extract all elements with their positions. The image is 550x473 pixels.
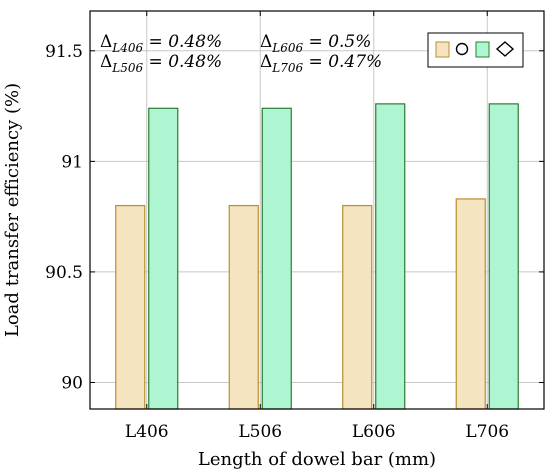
bar-series-2-L706	[488, 103, 519, 410]
legend	[427, 32, 524, 68]
delta-annotation: ΔL506 = 0.48%	[100, 52, 222, 75]
plot-frame	[89, 10, 545, 410]
x-tick-label: L706	[465, 422, 509, 442]
bar-series-2-L506	[261, 107, 292, 410]
y-tick-label: 90.5	[45, 263, 83, 283]
delta-annotation: ΔL606 = 0.5%	[260, 32, 371, 55]
y-tick-label: 91	[61, 152, 83, 172]
bar-series-1-L506	[228, 204, 259, 410]
bars	[115, 103, 519, 410]
delta-annotation: ΔL706 = 0.47%	[260, 52, 382, 75]
legend-swatch-series-2	[475, 41, 490, 58]
y-tick-label: 90	[61, 373, 83, 393]
circle-icon	[455, 42, 469, 56]
x-tick-label: L406	[125, 422, 169, 442]
bar-series-1-L406	[115, 204, 146, 410]
y-axis-title: Load transfer efficiency (%)	[2, 83, 23, 337]
x-tick-label: L506	[238, 422, 282, 442]
axis-ticks: 90 90.5 91 91.5 L406 L506 L606 L706	[45, 11, 544, 442]
x-axis-title: Length of dowel bar (mm)	[198, 449, 436, 470]
delta-annotation: ΔL406 = 0.48%	[100, 32, 222, 55]
diamond-icon	[495, 41, 515, 57]
delta-annotations: ΔL406 = 0.48%ΔL506 = 0.48% ΔL606 = 0.5%ΔL…	[100, 32, 382, 75]
bar-series-1-L606	[342, 204, 373, 410]
bar-series-2-L606	[375, 103, 406, 410]
bar-series-2-L406	[148, 107, 179, 410]
x-tick-label: L606	[352, 422, 396, 442]
y-tick-label: 91.5	[45, 42, 83, 62]
legend-swatch-series-1	[435, 41, 450, 58]
bar-series-1-L706	[455, 198, 486, 410]
